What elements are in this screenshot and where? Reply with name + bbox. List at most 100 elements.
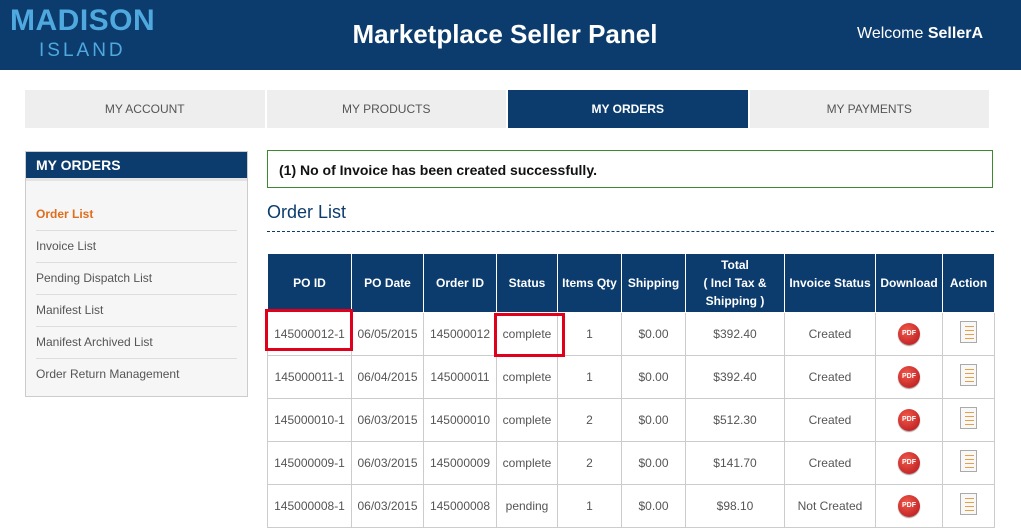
cell-order-id: 145000008 xyxy=(423,484,497,528)
cell-action xyxy=(942,484,995,528)
table-row: 145000009-1 06/03/2015 145000009 complete 2 $… xyxy=(267,441,995,485)
cell-action xyxy=(942,441,995,485)
cell-status: complete xyxy=(496,441,558,485)
pdf-download-icon[interactable]: PDF xyxy=(898,366,920,388)
cell-status: complete xyxy=(496,398,558,442)
column-header-po-id: PO ID xyxy=(267,253,352,313)
pdf-download-icon[interactable]: PDF xyxy=(898,452,920,474)
highlight-status xyxy=(494,313,565,357)
cell-shipping: $0.00 xyxy=(621,312,686,356)
cell-qty: 1 xyxy=(557,312,622,356)
cell-download: PDF xyxy=(875,355,943,399)
sidebar-title: MY ORDERS xyxy=(26,152,247,181)
cell-total: $392.40 xyxy=(685,355,785,399)
cell-po-date: 06/05/2015 xyxy=(351,312,424,356)
column-header-order-id: Order ID xyxy=(423,253,497,313)
cell-po-id: 145000009-1 xyxy=(267,441,352,485)
cell-invoice-status: Not Created xyxy=(784,484,876,528)
cell-qty: 1 xyxy=(557,484,622,528)
cell-action xyxy=(942,312,995,356)
sidebar-item-manifest-archived-list[interactable]: Manifest Archived List xyxy=(36,327,237,359)
pdf-download-icon[interactable]: PDF xyxy=(898,323,920,345)
sidebar-item-manifest-list[interactable]: Manifest List xyxy=(36,295,237,327)
document-list-icon[interactable] xyxy=(960,320,977,343)
table-row: 145000010-1 06/03/2015 145000010 complete 2 $… xyxy=(267,398,995,442)
cell-invoice-status: Created xyxy=(784,355,876,399)
cell-po-id: 145000008-1 xyxy=(267,484,352,528)
cell-download: PDF xyxy=(875,312,943,356)
cell-total: $392.40 xyxy=(685,312,785,356)
table-body: 145000012-1 06/05/2015 145000012 complete 1 $… xyxy=(267,312,995,528)
document-list-icon[interactable] xyxy=(960,449,977,472)
cell-status: pending xyxy=(496,484,558,528)
column-header-items-qty: Items Qty xyxy=(557,253,622,313)
cell-order-id: 145000011 xyxy=(423,355,497,399)
cell-order-id: 145000009 xyxy=(423,441,497,485)
cell-status: complete xyxy=(496,355,558,399)
highlight-po-id xyxy=(265,309,353,351)
tab-my-orders[interactable]: MY ORDERS xyxy=(508,90,748,128)
cell-po-id: 145000010-1 xyxy=(267,398,352,442)
cell-shipping: $0.00 xyxy=(621,484,686,528)
panel-title: Marketplace Seller Panel xyxy=(352,19,658,49)
column-header-invoice-status: Invoice Status xyxy=(784,253,876,313)
cell-qty: 2 xyxy=(557,398,622,442)
cell-order-id: 145000012 xyxy=(423,312,497,356)
cell-invoice-status: Created xyxy=(784,312,876,356)
tab-my-products[interactable]: MY PRODUCTS xyxy=(266,90,506,128)
heading-divider xyxy=(267,231,994,232)
cell-total: $98.10 xyxy=(685,484,785,528)
pdf-download-icon[interactable]: PDF xyxy=(898,409,920,431)
table-row: 145000008-1 06/03/2015 145000008 pending 1 $0… xyxy=(267,484,995,528)
document-list-icon[interactable] xyxy=(960,363,977,386)
cell-po-date: 06/03/2015 xyxy=(351,398,424,442)
sidebar-item-invoice-list[interactable]: Invoice List xyxy=(36,231,237,263)
logo-subtitle[interactable]: ISLAND xyxy=(39,40,126,61)
welcome-message: Welcome SellerA xyxy=(857,24,983,44)
cell-po-date: 06/03/2015 xyxy=(351,484,424,528)
document-list-icon[interactable] xyxy=(960,492,977,515)
cell-shipping: $0.00 xyxy=(621,355,686,399)
cell-total: $141.70 xyxy=(685,441,785,485)
column-header-shipping: Shipping xyxy=(621,253,686,313)
cell-action xyxy=(942,398,995,442)
success-message: (1) No of Invoice has been created succe… xyxy=(267,150,993,188)
logo[interactable]: MADISON xyxy=(10,4,156,37)
column-header-download: Download xyxy=(875,253,943,313)
welcome-text: Welcome xyxy=(857,25,924,42)
sidebar: MY ORDERS Order List Invoice List Pendin… xyxy=(25,151,248,397)
column-header-po-date: PO Date xyxy=(351,253,424,313)
column-header-total: Total ( Incl Tax & Shipping ) xyxy=(685,253,785,313)
cell-shipping: $0.00 xyxy=(621,398,686,442)
cell-invoice-status: Created xyxy=(784,441,876,485)
cell-order-id: 145000010 xyxy=(423,398,497,442)
cell-qty: 1 xyxy=(557,355,622,399)
table-row: 145000012-1 06/05/2015 145000012 complete 1 $… xyxy=(267,312,995,356)
tab-my-account[interactable]: MY ACCOUNT xyxy=(25,90,265,128)
page-title: Order List xyxy=(267,202,347,222)
site-header: MADISON ISLAND Marketplace Seller Panel … xyxy=(0,0,1021,70)
cell-shipping: $0.00 xyxy=(621,441,686,485)
pdf-download-icon[interactable]: PDF xyxy=(898,495,920,517)
cell-invoice-status: Created xyxy=(784,398,876,442)
table-header-row: PO ID PO Date Order ID Status Items Qty Shipp… xyxy=(267,253,995,313)
sidebar-item-order-list[interactable]: Order List xyxy=(36,199,237,231)
column-header-status: Status xyxy=(496,253,558,313)
sidebar-item-order-return-management[interactable]: Order Return Management xyxy=(36,367,180,381)
table-row: 145000011-1 06/04/2015 145000011 complete 1 $… xyxy=(267,355,995,399)
column-header-action: Action xyxy=(942,253,995,313)
cell-po-date: 06/04/2015 xyxy=(351,355,424,399)
top-navigation: MY ACCOUNT MY PRODUCTS MY ORDERS MY PAYM… xyxy=(25,90,989,128)
cell-download: PDF xyxy=(875,484,943,528)
sidebar-item-pending-dispatch-list[interactable]: Pending Dispatch List xyxy=(36,263,237,295)
sidebar-menu: Order List Invoice List Pending Dispatch… xyxy=(26,199,247,390)
cell-po-id: 145000011-1 xyxy=(267,355,352,399)
cell-po-date: 06/03/2015 xyxy=(351,441,424,485)
document-list-icon[interactable] xyxy=(960,406,977,429)
cell-status: complete xyxy=(496,312,558,356)
tab-my-payments[interactable]: MY PAYMENTS xyxy=(749,90,989,128)
cell-download: PDF xyxy=(875,398,943,442)
username: SellerA xyxy=(927,25,983,42)
cell-download: PDF xyxy=(875,441,943,485)
cell-action xyxy=(942,355,995,399)
